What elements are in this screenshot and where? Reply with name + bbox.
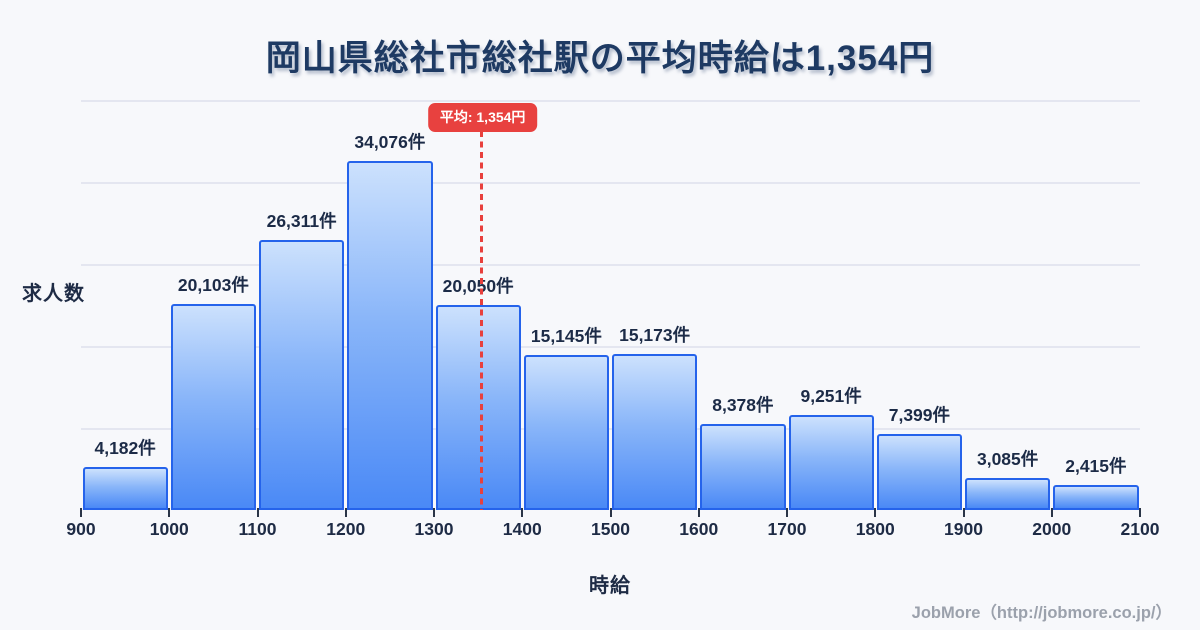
gridline (81, 182, 1140, 184)
bar-value-label: 2,415件 (1065, 456, 1127, 477)
gridline (81, 100, 1140, 102)
x-tick (874, 508, 877, 517)
bar-value-label: 15,173件 (619, 325, 691, 346)
x-tick-label: 900 (66, 519, 96, 539)
bar-1600-1700 (700, 424, 786, 510)
bar-1400-1500 (523, 354, 609, 510)
gridline (81, 346, 1140, 348)
bar-1700-1800 (788, 415, 874, 510)
bar-value-label: 7,399件 (888, 405, 951, 426)
bar-900-1000 (82, 467, 168, 510)
x-tick (344, 508, 347, 517)
mean-badge: 平均: 1,354円 (427, 103, 538, 132)
x-tick (609, 508, 612, 517)
bar-value-label: 4,182件 (94, 438, 156, 459)
bar-value-label: 34,076件 (354, 131, 426, 152)
x-tick-label: 1000 (149, 519, 189, 539)
x-tick-label: 1800 (855, 519, 895, 539)
bar-1800-1900 (876, 434, 962, 510)
x-tick-label: 1100 (238, 519, 277, 539)
x-tick (168, 508, 171, 517)
mean-line (479, 131, 484, 510)
x-tick (256, 508, 259, 517)
bar-2000-2100 (1053, 485, 1139, 510)
x-tick-label: 1500 (591, 519, 630, 539)
bar-value-label: 3,085件 (976, 449, 1039, 470)
bar-value-label: 15,145件 (530, 325, 602, 346)
y-axis-title: 求人数 (22, 283, 85, 305)
x-tick-label: 1600 (679, 519, 719, 539)
bar-1900-2000 (965, 478, 1051, 510)
x-tick (962, 508, 965, 517)
x-tick-label: 1700 (767, 519, 807, 539)
bar-value-label: 9,251件 (800, 386, 862, 407)
bar-1100-1200 (259, 240, 345, 510)
x-tick-label: 1300 (414, 519, 454, 539)
x-tick (521, 508, 524, 517)
bar-1200-1300 (347, 160, 433, 510)
x-tick (433, 508, 435, 517)
x-tick (80, 508, 82, 517)
x-tick-label: 2000 (1032, 519, 1072, 539)
bar-1300-1400 (435, 304, 521, 510)
bar-1500-1600 (612, 354, 698, 510)
x-tick-label: 2100 (1120, 519, 1160, 539)
gridline (81, 264, 1140, 266)
x-tick (1139, 508, 1141, 517)
x-tick (786, 508, 788, 517)
x-tick (1050, 508, 1053, 517)
bar-value-label: 8,378件 (712, 395, 774, 416)
x-tick (697, 508, 700, 517)
x-tick-label: 1200 (326, 519, 366, 539)
bar-value-label: 20,103件 (177, 274, 249, 295)
x-tick-label: 1900 (944, 519, 983, 539)
footer-credit: JobMore（http://jobmore.co.jp/） (911, 604, 1172, 622)
bar-value-label: 26,311件 (266, 211, 337, 232)
chart-title: 岡山県総社市総社駅の平均時給は1,354円 (265, 39, 935, 78)
x-tick-label: 1400 (502, 519, 542, 539)
bar-1000-1100 (170, 303, 256, 510)
gridline (81, 428, 1140, 430)
x-axis-title: 時給 (589, 575, 631, 597)
bar-value-label: 20,050件 (442, 275, 514, 296)
